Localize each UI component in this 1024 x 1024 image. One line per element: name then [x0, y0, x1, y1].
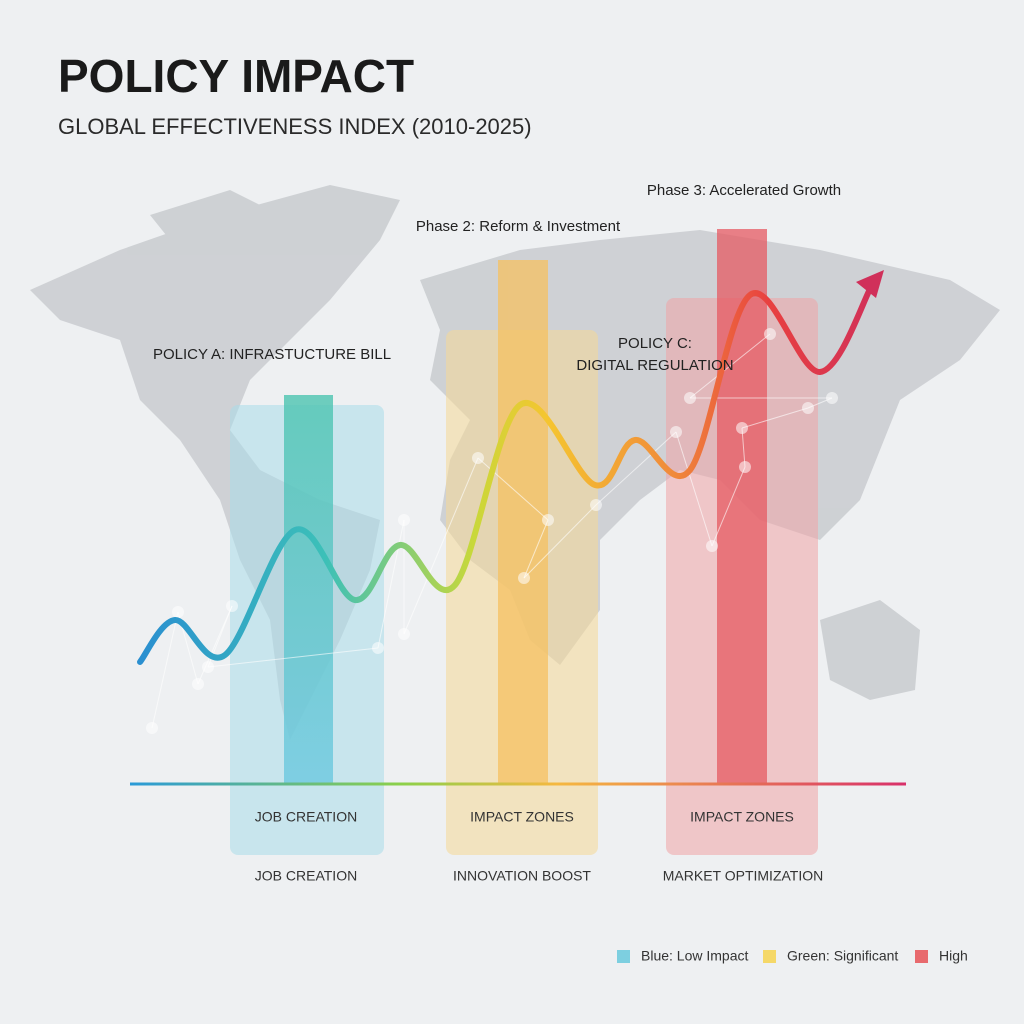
panels: [230, 229, 818, 855]
panel-caption: JOB CREATION: [255, 868, 357, 884]
panel-label: IMPACT ZONES: [470, 809, 574, 825]
network-link: [675, 431, 713, 547]
legend-label: Green: Significant: [787, 948, 898, 964]
network-node: [146, 722, 158, 734]
network-node: [192, 678, 204, 690]
network-link: [403, 457, 479, 635]
legend-label: Blue: Low Impact: [641, 948, 748, 964]
network-node: [802, 402, 814, 414]
bar-blue: [284, 395, 333, 783]
network-node: [542, 514, 554, 526]
phase-3-note: Phase 3: Accelerated Growth: [647, 182, 841, 199]
legend-swatch: [763, 950, 776, 963]
network-link: [741, 427, 746, 468]
phase-2-note: Phase 2: Reform & Investment: [416, 218, 621, 235]
title: POLICY IMPACT: [58, 50, 414, 102]
panel-label: IMPACT ZONES: [690, 809, 794, 825]
legend-label: High: [939, 948, 968, 964]
network-node: [684, 392, 696, 404]
policy-a-note: POLICY A: INFRASTUCTURE BILL: [153, 346, 391, 363]
network-node: [398, 628, 410, 640]
network-link: [207, 647, 379, 668]
network-node: [764, 328, 776, 340]
network-link: [711, 466, 746, 547]
network-node: [518, 572, 530, 584]
network-link: [523, 519, 549, 579]
network-link: [151, 611, 179, 729]
legend-swatch: [915, 950, 928, 963]
network-node: [202, 661, 214, 673]
legend-swatch: [617, 950, 630, 963]
network-node: [172, 606, 184, 618]
policy-c-note: DIGITAL REGULATION: [576, 357, 733, 374]
network-node: [706, 540, 718, 552]
panel-caption: INNOVATION BOOST: [453, 868, 591, 884]
network-node: [398, 514, 410, 526]
network-node: [736, 422, 748, 434]
network-link: [689, 333, 771, 399]
bar-red: [717, 229, 767, 783]
panel-label: JOB CREATION: [255, 809, 357, 825]
network-link: [595, 431, 677, 506]
bar-yellow: [498, 260, 548, 783]
network: [146, 328, 838, 734]
arrow-head: [856, 270, 884, 298]
network-node: [472, 452, 484, 464]
network-link: [377, 519, 405, 649]
network-node: [739, 461, 751, 473]
network-link: [523, 504, 597, 579]
policy-c-note: POLICY C:: [618, 335, 692, 352]
network-link: [477, 457, 549, 521]
network-node: [670, 426, 682, 438]
legend: Blue: Low Impact Green: Significant High: [617, 948, 968, 964]
network-node: [226, 600, 238, 612]
trend-line: [137, 282, 875, 665]
network-node: [826, 392, 838, 404]
subtitle: GLOBAL EFFECTIVENESS INDEX (2010-2025): [58, 114, 532, 139]
panel-caption: MARKET OPTIMIZATION: [663, 868, 824, 884]
network-link: [741, 407, 809, 429]
network-node: [372, 642, 384, 654]
network-node: [590, 499, 602, 511]
